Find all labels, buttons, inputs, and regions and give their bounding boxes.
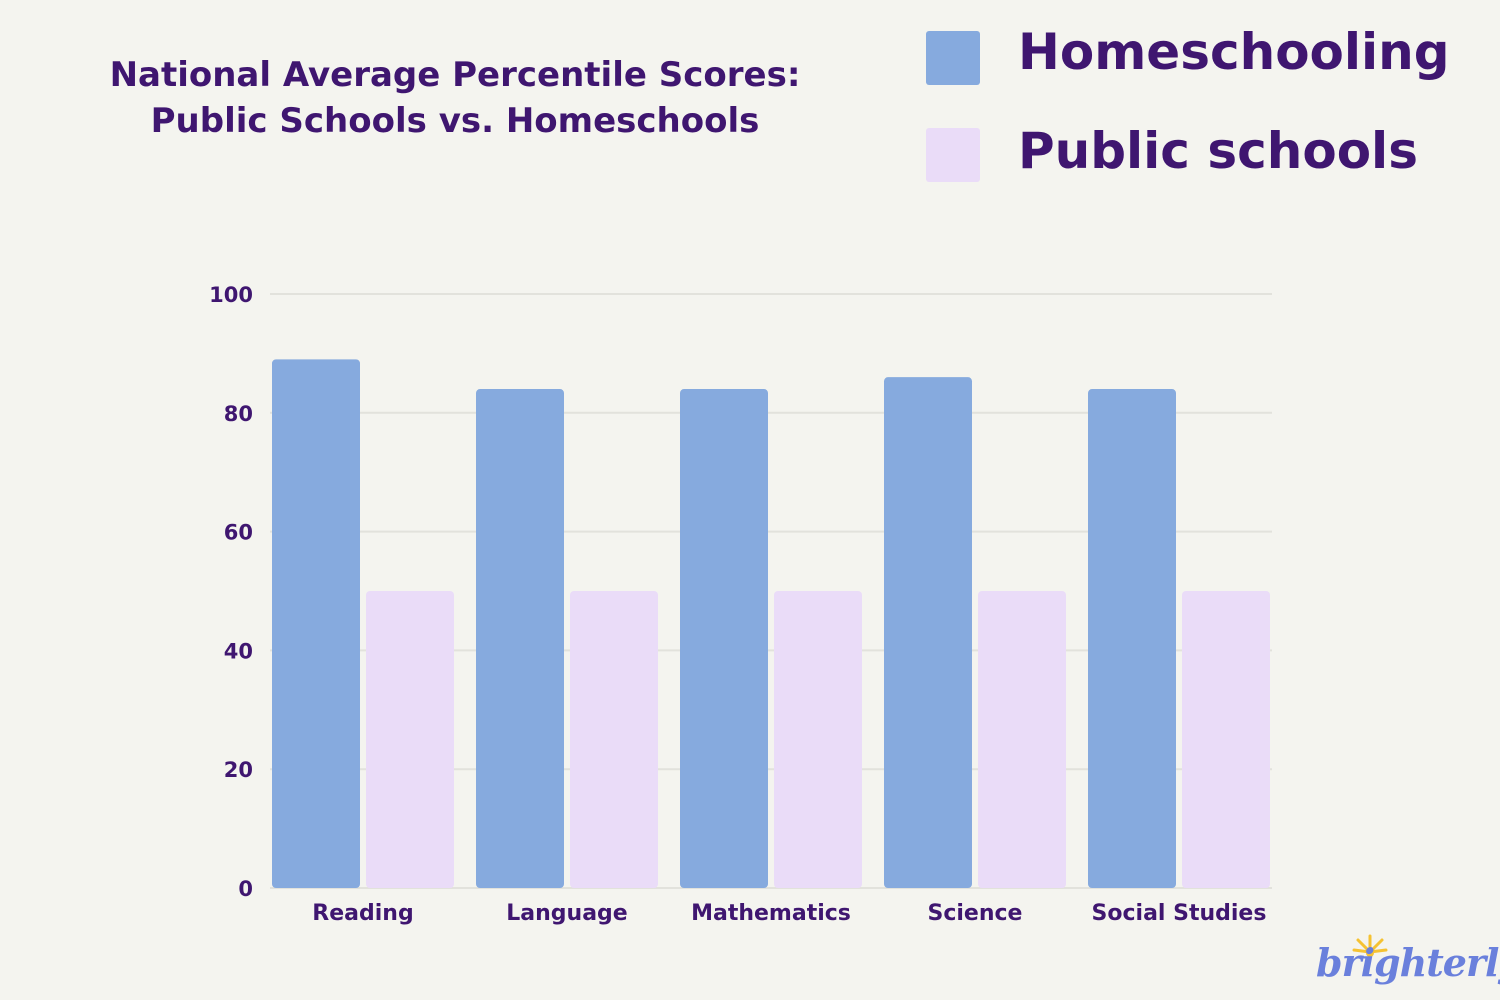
y-tick-label: 80 [224,402,253,426]
legend-label-homeschooling: Homeschooling [1018,23,1450,81]
chart-title-line-2: Public Schools vs. Homeschools [150,101,760,141]
x-tick-label: Social Studies [1092,901,1267,926]
bar-homeschooling [884,377,972,888]
x-tick-label: Science [928,901,1023,926]
legend-item-homeschooling: Homeschooling [926,23,1450,85]
bar-homeschooling [1088,389,1176,888]
bar-public-schools [366,591,454,888]
y-tick-label: 40 [224,639,253,663]
x-tick-label: Mathematics [691,901,851,926]
x-tick-label: Language [506,901,627,926]
bar-public-schools [1182,591,1270,888]
y-tick-label: 0 [238,877,253,901]
bar-public-schools [978,591,1066,888]
bar-public-schools [774,591,862,888]
legend-item-public-schools: Public schools [926,122,1418,182]
bar-homeschooling [680,389,768,888]
sun-icon [1352,934,1388,957]
y-tick-label: 20 [224,758,253,782]
chart-title: National Average Percentile Scores: Publ… [80,52,830,144]
y-tick-label: 100 [209,283,253,307]
legend-label-public-schools: Public schools [1018,122,1418,180]
y-tick-label: 60 [224,521,253,545]
logo-text: brighterly [1316,940,1500,985]
legend-swatch-public-schools [926,128,980,182]
x-tick-label: Reading [312,901,413,926]
bar-homeschooling [476,389,564,888]
brighterly-logo: brighterly [1312,930,1500,995]
chart-title-line-1: National Average Percentile Scores: [109,55,801,95]
bar-homeschooling [272,359,360,889]
legend-swatch-homeschooling [926,31,980,85]
bar-public-schools [570,591,658,888]
